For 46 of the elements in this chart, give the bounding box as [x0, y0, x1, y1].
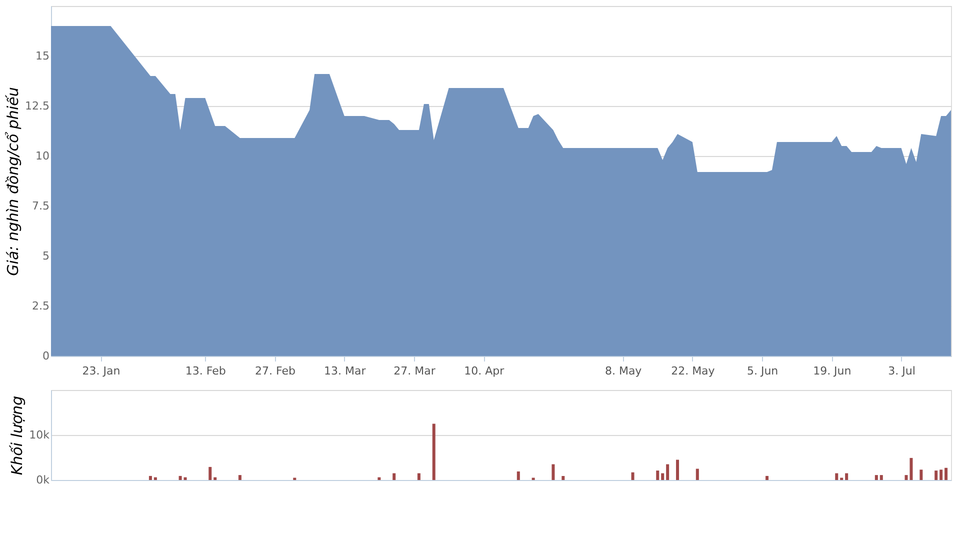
bar	[676, 460, 680, 480]
bar	[392, 473, 396, 480]
bar	[661, 473, 664, 480]
bar	[934, 470, 938, 480]
y-tick-label: 15	[36, 50, 50, 62]
bar	[874, 475, 878, 480]
bar	[378, 477, 381, 480]
y-tick-label: 0	[42, 350, 50, 362]
bar	[880, 475, 883, 480]
x-tick-label: 10. Apr	[464, 364, 505, 378]
y-tick-label: 10	[36, 150, 50, 162]
x-tick-label: 3. Jul	[888, 364, 916, 378]
bar	[904, 475, 908, 480]
bar	[562, 476, 565, 480]
bar	[417, 473, 420, 480]
x-tick-label: 13. Mar	[324, 364, 366, 378]
bar	[516, 471, 520, 480]
bar	[910, 458, 913, 480]
x-tick-label: 27. Feb	[255, 364, 296, 378]
bar	[432, 424, 436, 480]
bar	[656, 470, 660, 480]
x-tick-label: 5. Jun	[746, 364, 778, 378]
y-tick-label: 5	[42, 250, 50, 262]
bar	[940, 470, 943, 480]
bar	[944, 468, 948, 480]
x-tick-label: 8. May	[604, 364, 642, 378]
x-tick-label: 13. Feb	[185, 364, 226, 378]
y-axis-title: Khối lượng	[8, 396, 26, 476]
y-tick-label: 10k	[29, 428, 50, 442]
y-tick-label: 7.5	[32, 200, 50, 212]
x-tick-label: 23. Jan	[82, 364, 120, 378]
y-axis-title: Giá: nghìn đồng/cổ phiếu	[4, 87, 22, 276]
bar	[766, 476, 769, 480]
bar	[631, 472, 634, 480]
bar	[920, 470, 923, 480]
x-tick-label: 19. Jun	[813, 364, 852, 378]
bar	[835, 473, 838, 480]
bar	[845, 473, 848, 480]
y-tick-label: 2.5	[32, 300, 50, 312]
bar	[696, 468, 699, 480]
y-tick-label: 12.5	[25, 100, 50, 112]
bar	[666, 464, 670, 480]
y-tick-label: 0k	[36, 474, 50, 486]
x-tick-label: 27. Mar	[394, 364, 436, 378]
x-tick-label: 22. May	[671, 364, 716, 378]
bar	[552, 464, 555, 480]
